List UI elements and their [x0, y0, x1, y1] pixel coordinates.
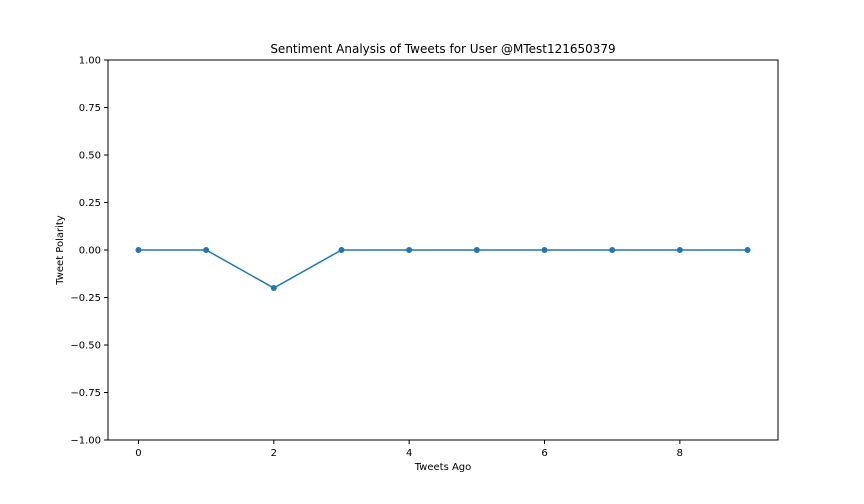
y-axis-label: Tweet Polarity: [55, 215, 66, 286]
data-point: [744, 247, 751, 253]
y-tick-label: 0.50: [79, 151, 101, 162]
data-point: [135, 247, 142, 253]
y-tick-label: −0.50: [70, 341, 101, 352]
y-tick-label: −0.25: [70, 293, 101, 304]
series-group: [135, 247, 751, 291]
data-point: [676, 247, 683, 253]
y-tick-label: −0.75: [70, 388, 101, 399]
data-point: [406, 247, 413, 253]
series-line: [138, 249, 748, 289]
x-axis-ticks: 0 2 4 6 8: [135, 440, 683, 459]
data-point: [541, 247, 548, 253]
x-axis-label: Tweets Ago: [414, 462, 472, 473]
y-axis-ticks: −1.00 −0.75 −0.50 −0.25 0.00 0.25 0.50 0.75 1.00: [70, 56, 108, 447]
y-tick-label: −1.00: [70, 436, 101, 447]
data-point: [473, 247, 480, 253]
data-point: [270, 285, 277, 291]
chart-title: Sentiment Analysis of Tweets for User @M…: [270, 42, 615, 56]
data-point: [203, 247, 210, 253]
data-point: [609, 247, 616, 253]
x-tick-label: 0: [135, 448, 141, 459]
x-tick-label: 6: [541, 448, 547, 459]
y-tick-label: 0.00: [79, 246, 101, 257]
y-tick-label: 0.25: [79, 198, 101, 209]
x-tick-label: 8: [677, 448, 683, 459]
y-tick-label: 0.75: [79, 103, 101, 114]
x-tick-label: 4: [406, 448, 412, 459]
x-tick-label: 2: [271, 448, 277, 459]
data-point: [338, 247, 345, 253]
y-tick-label: 1.00: [79, 56, 101, 67]
